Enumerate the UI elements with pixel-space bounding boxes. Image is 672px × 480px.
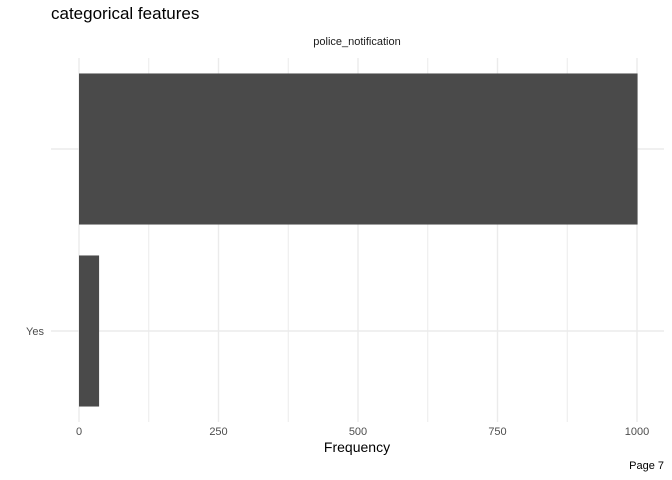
x-tick-label: 500 (349, 426, 367, 438)
x-tick-label: 0 (76, 426, 82, 438)
chart-title: categorical features (51, 4, 200, 23)
bar (79, 73, 638, 225)
bar (79, 255, 100, 407)
x-tick-label: 750 (488, 426, 506, 438)
x-tick-label: 1000 (625, 426, 649, 438)
page-number: Page 7 (629, 460, 664, 472)
x-axis-title: Frequency (323, 439, 391, 455)
y-tick-label: Yes (26, 326, 44, 338)
x-tick-label: 250 (209, 426, 227, 438)
y-tick-labels: Yes (26, 326, 44, 338)
x-tick-labels: 0 250 500 750 1000 (76, 426, 649, 438)
facet-strip-label: police_notification (313, 36, 401, 48)
bars (79, 73, 638, 407)
